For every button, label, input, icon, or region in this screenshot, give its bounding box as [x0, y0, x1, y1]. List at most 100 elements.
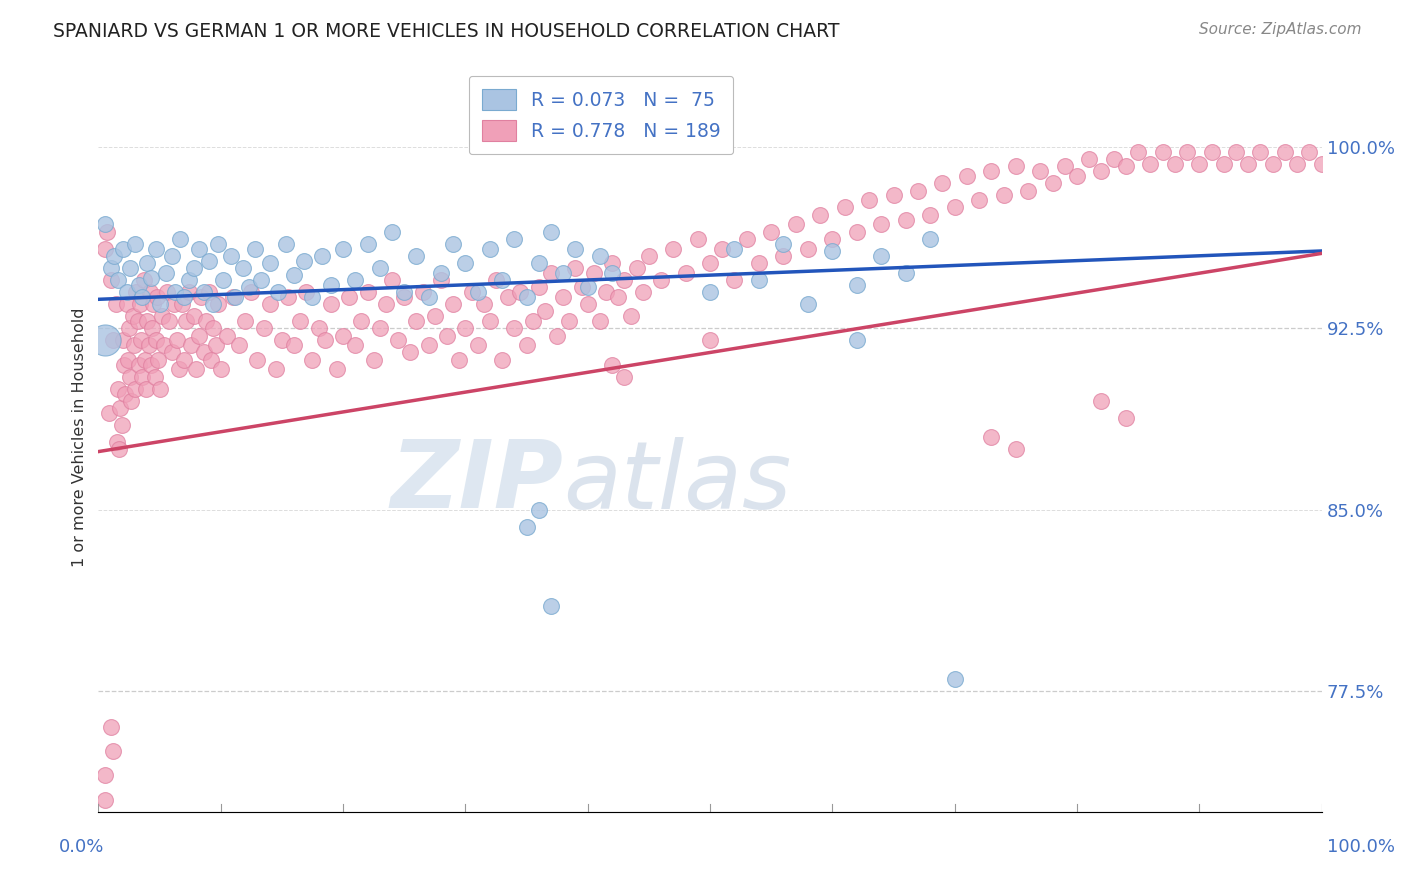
Point	[607, 290, 630, 304]
Point	[467, 338, 489, 352]
Point	[858, 193, 880, 207]
Point	[478, 314, 501, 328]
Point	[136, 256, 159, 270]
Point	[350, 314, 373, 328]
Point	[1237, 157, 1260, 171]
Point	[165, 285, 187, 299]
Point	[228, 338, 250, 352]
Point	[308, 321, 330, 335]
Point	[114, 386, 136, 401]
Point	[295, 285, 318, 299]
Point	[238, 280, 260, 294]
Point	[180, 338, 202, 352]
Point	[650, 273, 672, 287]
Point	[139, 270, 162, 285]
Point	[252, 321, 274, 335]
Point	[600, 358, 623, 372]
Point	[177, 285, 200, 299]
Point	[356, 236, 378, 251]
Point	[259, 256, 281, 270]
Point	[399, 345, 422, 359]
Point	[108, 442, 131, 457]
Point	[1298, 145, 1320, 159]
Point	[993, 188, 1015, 202]
Point	[125, 285, 148, 299]
Point	[270, 334, 294, 348]
Point	[454, 256, 477, 270]
Point	[449, 352, 471, 367]
Text: atlas: atlas	[564, 436, 792, 527]
Point	[1042, 176, 1064, 190]
Point	[290, 314, 312, 328]
Point	[699, 285, 721, 299]
Point	[1029, 164, 1052, 178]
Point	[883, 188, 905, 202]
Point	[110, 401, 132, 415]
Point	[870, 218, 893, 232]
Point	[207, 236, 229, 251]
Point	[392, 285, 416, 299]
Point	[387, 334, 409, 348]
Point	[111, 417, 134, 432]
Point	[515, 290, 537, 304]
Point	[686, 232, 709, 246]
Point	[155, 266, 177, 280]
Point	[96, 225, 118, 239]
Point	[202, 321, 225, 335]
Point	[589, 249, 612, 263]
Point	[797, 242, 820, 256]
Point	[920, 232, 942, 246]
Point	[138, 338, 160, 352]
Point	[131, 290, 153, 304]
Point	[1004, 442, 1026, 457]
Point	[93, 242, 115, 256]
Point	[491, 352, 513, 367]
Point	[626, 260, 648, 275]
Point	[478, 242, 501, 256]
Point	[748, 256, 770, 270]
Point	[1188, 157, 1211, 171]
Point	[515, 519, 537, 533]
Point	[212, 273, 235, 287]
Point	[177, 273, 200, 287]
Point	[143, 369, 166, 384]
Point	[243, 242, 266, 256]
Point	[139, 358, 162, 372]
Point	[127, 314, 149, 328]
Point	[190, 290, 212, 304]
Point	[283, 338, 305, 352]
Point	[332, 328, 354, 343]
Point	[111, 334, 134, 348]
Point	[430, 273, 453, 287]
Point	[723, 242, 745, 256]
Point	[454, 321, 477, 335]
Text: Source: ZipAtlas.com: Source: ZipAtlas.com	[1198, 22, 1361, 37]
Point	[1175, 145, 1198, 159]
Point	[943, 672, 966, 686]
Point	[115, 285, 138, 299]
Point	[381, 225, 404, 239]
Point	[631, 285, 654, 299]
Point	[1115, 410, 1137, 425]
Point	[124, 236, 146, 251]
Point	[711, 242, 734, 256]
Point	[772, 236, 794, 251]
Point	[637, 249, 661, 263]
Point	[1139, 157, 1161, 171]
Point	[187, 242, 209, 256]
Point	[183, 310, 205, 324]
Point	[797, 297, 820, 311]
Point	[98, 406, 121, 420]
Point	[93, 768, 115, 782]
Point	[723, 273, 745, 287]
Point	[980, 430, 1002, 444]
Point	[195, 314, 218, 328]
Point	[112, 358, 135, 372]
Point	[613, 369, 636, 384]
Point	[1078, 152, 1101, 166]
Point	[808, 208, 831, 222]
Point	[145, 242, 167, 256]
Point	[761, 225, 783, 239]
Point	[105, 434, 128, 449]
Point	[534, 304, 557, 318]
